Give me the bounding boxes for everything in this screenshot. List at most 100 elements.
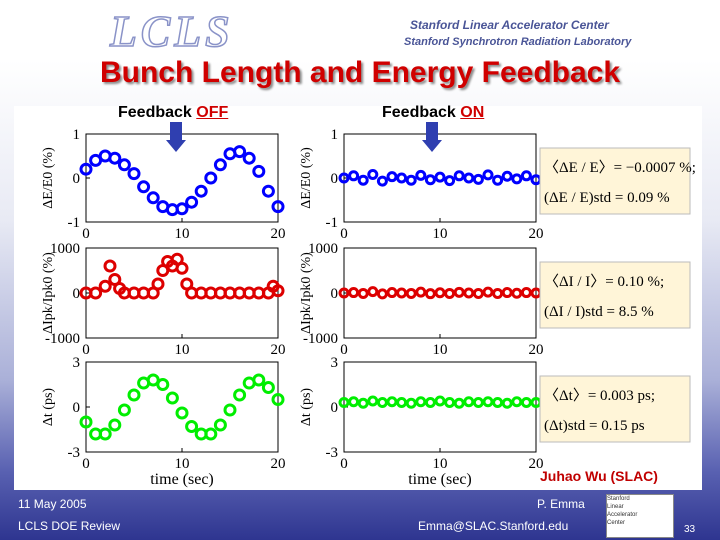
lcls-logo: LCLS <box>109 6 234 57</box>
y-tick-label: 1 <box>331 127 339 143</box>
data-point <box>463 287 475 299</box>
data-point <box>204 427 218 441</box>
data-point <box>348 170 360 182</box>
data-point <box>233 145 247 159</box>
data-point <box>156 378 170 391</box>
data-point <box>511 396 523 408</box>
data-point <box>338 397 350 408</box>
stats-mean: 〈Δt〉= 0.003 ps; <box>544 387 655 404</box>
x-tick-label: 20 <box>271 226 286 242</box>
data-point <box>108 418 122 432</box>
data-point <box>271 200 285 214</box>
y-tick-label: -1 <box>68 215 81 231</box>
x-tick-label: 20 <box>271 456 286 472</box>
data-point <box>376 175 388 187</box>
data-point <box>415 286 427 298</box>
y-tick-label: 0 <box>331 286 339 302</box>
y-axis-label: ΔE/E0 (%) <box>41 147 56 209</box>
stats-box <box>539 375 691 443</box>
data-point <box>79 415 93 429</box>
data-point <box>434 171 446 183</box>
data-point <box>444 175 456 187</box>
data-point <box>242 151 256 165</box>
feedback-off-prefix: Feedback <box>118 104 197 121</box>
x-tick-label: 10 <box>175 342 190 358</box>
x-tick-label: 0 <box>82 456 90 472</box>
data-point <box>127 388 141 402</box>
stats-std: (ΔI / I)std = 8.5 % <box>544 304 654 320</box>
feedback-arrow-icon <box>166 122 186 152</box>
data-point <box>137 180 151 194</box>
data-point <box>463 396 475 408</box>
data-point <box>98 427 112 441</box>
data-point <box>386 396 398 408</box>
data-point <box>213 418 227 432</box>
data-point <box>520 287 532 299</box>
y-tick-label: 1000 <box>308 241 338 257</box>
x-tick-label: 10 <box>175 226 190 242</box>
data-point <box>108 151 122 165</box>
data-point <box>501 397 513 409</box>
page-number: 33 <box>684 524 696 535</box>
data-point <box>472 287 484 299</box>
x-tick-label: 10 <box>433 342 448 358</box>
data-point <box>472 397 484 408</box>
data-point <box>223 403 237 417</box>
x-tick-label: 20 <box>271 342 286 358</box>
data-point <box>396 397 408 408</box>
data-point <box>396 287 408 299</box>
y-tick-label: 1000 <box>50 241 80 257</box>
data-point <box>386 287 398 299</box>
data-point <box>482 396 494 408</box>
data-point <box>424 174 436 186</box>
author-credit: Juhao Wu (SLAC) <box>540 468 658 484</box>
stats-mean: 〈ΔE / E〉= −0.0007 %; <box>544 159 696 176</box>
feedback-arrow-icon <box>422 122 442 152</box>
y-axis-label: ΔE/E0 (%) <box>299 147 314 209</box>
y-tick-label: -1000 <box>45 331 80 347</box>
y-tick-label: -3 <box>326 445 339 461</box>
y-tick-label: 0 <box>73 171 81 187</box>
y-axis-label: Δt (ps) <box>299 388 314 427</box>
feedback-on-prefix: Feedback <box>382 104 461 121</box>
y-axis-label: Δt (ps) <box>41 388 56 427</box>
x-tick-label: 20 <box>529 226 544 242</box>
y-tick-label: 3 <box>73 355 81 371</box>
data-point <box>434 395 446 407</box>
y-tick-label: -3 <box>68 445 81 461</box>
data-point <box>367 168 379 180</box>
data-point <box>472 173 484 185</box>
slide-title: Bunch Length and Energy Feedback <box>99 56 621 89</box>
data-point <box>338 287 350 299</box>
y-tick-label: 0 <box>73 286 81 302</box>
data-point <box>501 287 513 299</box>
data-point <box>376 397 388 408</box>
data-point <box>396 172 408 184</box>
data-point <box>194 184 208 198</box>
x-tick-label: 10 <box>433 226 448 242</box>
x-tick-label: 0 <box>340 456 348 472</box>
data-point <box>213 158 227 172</box>
y-tick-label: 0 <box>331 171 339 187</box>
data-point <box>348 396 360 408</box>
data-point <box>434 287 446 299</box>
data-point <box>453 286 465 298</box>
x-tick-label: 0 <box>82 226 90 242</box>
stamp-line: Center <box>607 520 626 526</box>
data-point <box>151 277 165 291</box>
data-point <box>357 287 369 299</box>
data-point <box>348 287 360 299</box>
data-point <box>501 170 513 182</box>
data-point <box>175 202 189 216</box>
data-point <box>415 396 427 408</box>
data-point <box>117 403 131 417</box>
data-point <box>463 172 475 184</box>
data-point <box>444 397 456 408</box>
data-point <box>444 287 456 299</box>
data-point <box>415 169 427 181</box>
data-point <box>482 169 494 181</box>
data-point <box>271 393 285 406</box>
y-tick-label: 1 <box>73 127 81 143</box>
feedback-on-header: Feedback ON <box>382 104 484 122</box>
